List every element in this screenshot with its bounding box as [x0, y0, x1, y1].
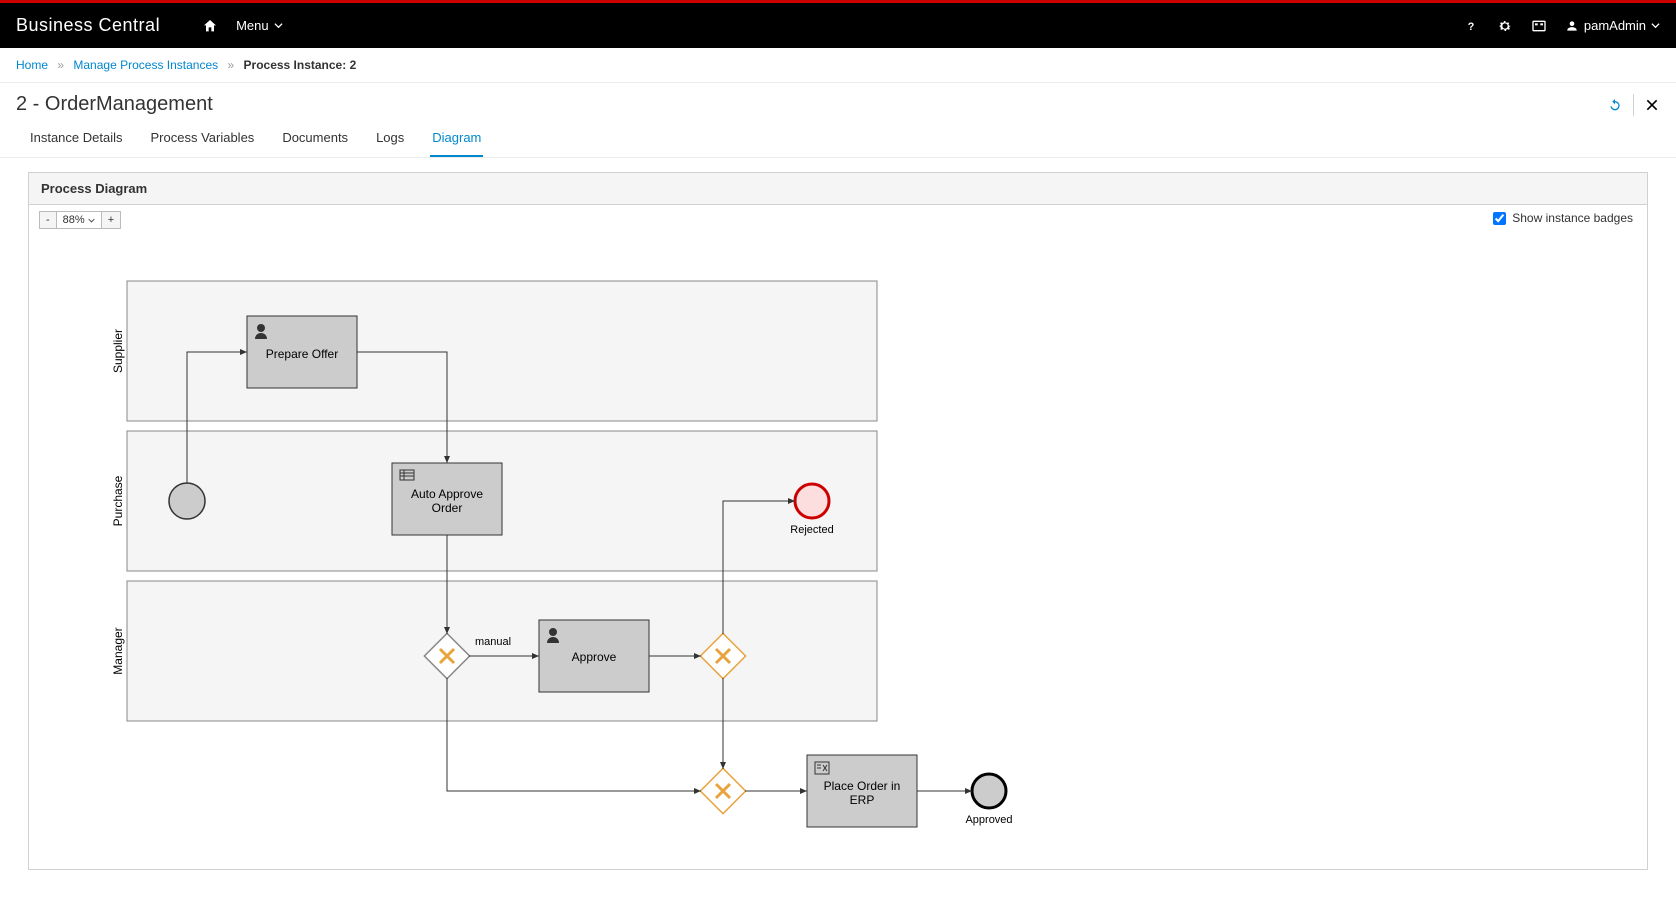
divider: [1633, 94, 1634, 116]
help-icon[interactable]: ?: [1463, 18, 1479, 34]
zoom-value-dropdown[interactable]: 88%: [57, 212, 102, 228]
close-icon[interactable]: [1644, 97, 1660, 113]
page-title: 2 - OrderManagement: [16, 93, 1607, 116]
tab-instance-details[interactable]: Instance Details: [28, 122, 125, 157]
svg-text:?: ?: [1468, 21, 1475, 33]
home-icon[interactable]: [202, 18, 218, 34]
zoom-value: 88%: [63, 214, 85, 226]
page-header: 2 - OrderManagement: [0, 83, 1676, 122]
apps-icon[interactable]: [1531, 18, 1547, 34]
breadcrumb-home[interactable]: Home: [16, 58, 48, 72]
zoom-in-button[interactable]: +: [102, 212, 120, 228]
user-menu-button[interactable]: pamAdmin: [1565, 18, 1660, 33]
edge-label-manual: manual: [475, 636, 511, 648]
end-event-approved-label: Approved: [965, 814, 1012, 826]
refresh-icon[interactable]: [1607, 97, 1623, 113]
menu-label: Menu: [236, 18, 269, 33]
chevron-down-icon: [88, 217, 95, 224]
lane-manager-label: Manager: [111, 627, 125, 674]
breadcrumb-sep: »: [57, 58, 64, 72]
panel-title: Process Diagram: [29, 173, 1647, 205]
brand-label: Business Central: [16, 15, 160, 36]
start-event: [169, 483, 205, 519]
show-instance-badges-checkbox[interactable]: [1493, 212, 1506, 225]
task-approve-label: Approve: [572, 650, 617, 664]
breadcrumb-sep: »: [227, 58, 234, 72]
tab-diagram[interactable]: Diagram: [430, 122, 483, 157]
task-auto-approve-label2: Order: [432, 501, 463, 515]
lane-supplier-label: Supplier: [111, 329, 125, 373]
lane-supplier: [127, 281, 877, 421]
user-label: pamAdmin: [1584, 18, 1646, 33]
show-instance-badges-label: Show instance badges: [1512, 211, 1633, 225]
breadcrumb-mpi[interactable]: Manage Process Instances: [73, 58, 218, 72]
tab-documents[interactable]: Documents: [280, 122, 350, 157]
zoom-out-button[interactable]: -: [40, 212, 57, 228]
zoom-control: - 88% +: [39, 211, 121, 229]
end-event-rejected-label: Rejected: [790, 524, 833, 536]
end-event-approved: [972, 774, 1006, 808]
tab-process-variables[interactable]: Process Variables: [149, 122, 257, 157]
topbar: Business Central Menu ? pamAdmin: [0, 3, 1676, 48]
breadcrumb-current: Process Instance: 2: [244, 58, 357, 72]
lane-purchase-label: Purchase: [111, 475, 125, 526]
process-diagram-panel: Process Diagram - 88% + Show instance ba…: [28, 172, 1648, 870]
breadcrumb: Home » Manage Process Instances » Proces…: [0, 48, 1676, 83]
menu-button[interactable]: Menu: [236, 18, 283, 33]
task-erp-label1: Place Order in: [824, 779, 901, 793]
show-instance-badges-toggle[interactable]: Show instance badges: [1493, 211, 1633, 225]
tabs: Instance Details Process Variables Docum…: [0, 122, 1676, 158]
task-erp-label2: ERP: [850, 793, 875, 807]
task-prepare-offer-label: Prepare Offer: [266, 347, 338, 361]
user-icon: [1565, 19, 1579, 33]
end-event-rejected: [795, 484, 829, 518]
tab-logs[interactable]: Logs: [374, 122, 406, 157]
gateway-merge-erp: [700, 768, 745, 813]
gear-icon[interactable]: [1497, 18, 1513, 34]
task-auto-approve-label1: Auto Approve: [411, 487, 483, 501]
bpmn-diagram: Supplier Purchase Manager Prepare Offer: [37, 241, 1639, 861]
chevron-down-icon: [274, 21, 283, 30]
chevron-down-icon: [1651, 21, 1660, 30]
lane-manager: [127, 581, 877, 721]
